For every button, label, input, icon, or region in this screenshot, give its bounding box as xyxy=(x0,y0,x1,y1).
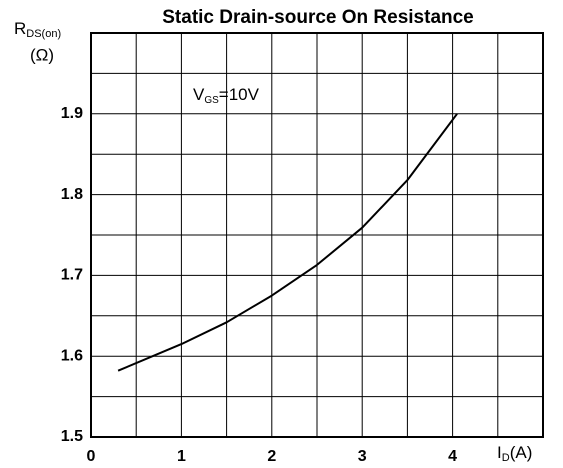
y-axis-unit: (Ω) xyxy=(30,45,54,64)
x-label-sub: D xyxy=(502,452,510,464)
y-tick-label: 1.9 xyxy=(61,105,83,122)
y-tick-label: 1.7 xyxy=(61,267,83,284)
y-label-sub: DS(on) xyxy=(26,28,61,40)
chart-title: Static Drain-source On Resistance xyxy=(162,7,474,28)
y-axis-label: RDS(on) xyxy=(14,19,61,39)
data-line xyxy=(117,113,458,372)
x-tick-label: 1 xyxy=(177,448,186,465)
x-tick-label: 4 xyxy=(448,448,457,465)
x-label-main: I xyxy=(497,443,502,462)
y-tick-label: 1.8 xyxy=(61,186,83,203)
y-label-main: R xyxy=(14,19,26,38)
annotation-sub: GS xyxy=(204,95,219,106)
x-tick-label: 0 xyxy=(87,448,96,465)
x-tick-label: 2 xyxy=(267,448,276,465)
y-tick-label: 1.6 xyxy=(61,347,83,364)
plot-border xyxy=(90,32,544,438)
x-axis-label: ID(A) xyxy=(497,443,532,463)
annotation-rest: =10V xyxy=(219,85,260,104)
annotation-main: V xyxy=(193,85,205,104)
x-tick-label: 3 xyxy=(358,448,367,465)
x-label-unit: (A) xyxy=(510,443,533,462)
y-tick-label: 1.5 xyxy=(61,428,83,445)
annotation: VGS=10V xyxy=(193,85,260,105)
